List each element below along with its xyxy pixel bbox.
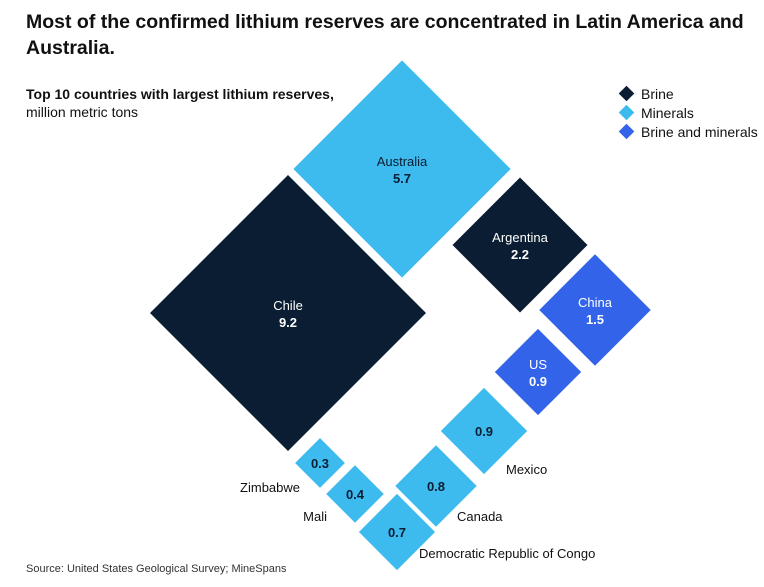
diamond-canada [395,445,477,527]
subtitle-bold: Top 10 countries with largest lithium re… [26,86,334,102]
diamond-argentina [452,177,588,313]
value-mali: 0.4 [346,487,365,502]
value-argentina: 2.2 [511,247,529,262]
legend-label-brine: Brine [641,85,674,102]
value-australia: 5.7 [393,171,411,186]
value-chile: 9.2 [279,315,297,330]
label-mali: Mali [303,509,327,524]
diamond-china [539,254,651,366]
label-chile: Chile [273,298,303,313]
value-mexico: 0.9 [475,424,493,439]
chart-subtitle: Top 10 countries with largest lithium re… [26,85,334,121]
value-china: 1.5 [586,312,604,327]
diamond-australia [293,60,511,278]
diamond-mexico [440,387,528,475]
legend-item-minerals: Minerals [618,103,758,122]
subtitle-unit: million metric tons [26,104,139,120]
label-democratic-republic-of-congo: Democratic Republic of Congo [419,546,595,561]
label-zimbabwe: Zimbabwe [240,480,300,495]
label-china: China [578,295,613,310]
value-zimbabwe: 0.3 [311,456,329,471]
label-mexico: Mexico [506,462,547,477]
legend-label-brine-and-minerals: Brine and minerals [641,123,758,140]
source-note: Source: United States Geological Survey;… [26,563,287,575]
label-australia: Australia [377,154,428,169]
legend-label-minerals: Minerals [641,104,694,121]
label-us: US [529,357,547,372]
diamond-chile [149,174,427,452]
value-democratic-republic-of-congo: 0.7 [388,525,406,540]
value-canada: 0.8 [427,479,445,494]
diamond-zimbabwe [295,438,345,488]
diamond-mali [326,465,384,523]
diamond-democratic-republic-of-congo [358,493,436,571]
legend-item-brine: Brine [618,84,758,103]
label-argentina: Argentina [492,230,548,245]
diamond-us [494,328,582,416]
chart-title: Most of the confirmed lithium reserves a… [26,11,744,59]
label-canada: Canada [457,509,503,524]
value-us: 0.9 [529,374,547,389]
legend-item-brine-and-minerals: Brine and minerals [618,122,758,141]
legend: Brine Minerals Brine and minerals [618,84,758,141]
